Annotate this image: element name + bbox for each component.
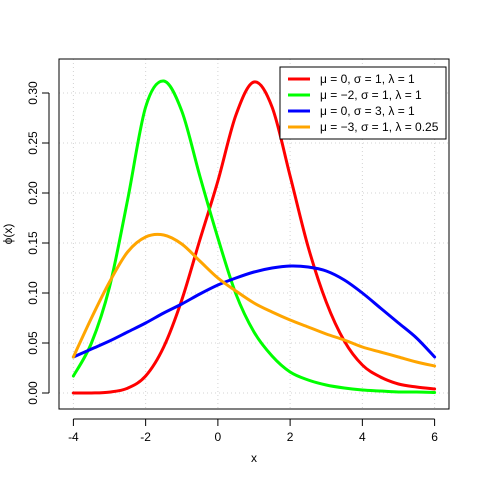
legend-label: μ = 0, σ = 3, λ = 1 — [320, 104, 415, 118]
legend-label: μ = 0, σ = 1, λ = 1 — [320, 72, 415, 86]
legend: μ = 0, σ = 1, λ = 1 μ = −2, σ = 1, λ = 1 μ… — [279, 66, 447, 140]
series-line-1 — [71, 80, 437, 395]
x-tick-label: -4 — [68, 430, 79, 444]
series-line-3 — [71, 264, 437, 359]
plot-frame — [58, 58, 450, 410]
y-tick-label: 0.05 — [26, 331, 40, 355]
y-tick-label: 0.10 — [26, 281, 40, 305]
x-tick-label: 6 — [431, 430, 438, 444]
legend-label: μ = −2, σ = 1, λ = 1 — [320, 88, 422, 102]
grid-lines — [59, 59, 449, 409]
series-line-4 — [71, 232, 437, 368]
legend-label: μ = −3, σ = 1, λ = 0.25 — [320, 120, 439, 134]
y-tick-label: 0.00 — [26, 381, 40, 405]
y-axis: 0.00 0.05 0.10 0.15 0.20 0.25 0.30 — [26, 81, 50, 405]
series-line-2 — [71, 79, 437, 394]
y-tick-label: 0.30 — [26, 81, 40, 105]
x-tick-label: 0 — [215, 430, 222, 444]
y-tick-label: 0.20 — [26, 181, 40, 205]
series-lines — [71, 79, 437, 395]
x-tick-label: -2 — [140, 430, 151, 444]
x-tick-label: 4 — [359, 430, 366, 444]
x-tick-label: 2 — [287, 430, 294, 444]
y-tick-label: 0.25 — [26, 131, 40, 155]
y-tick-label: 0.15 — [26, 231, 40, 255]
x-axis-title: x — [251, 451, 257, 465]
y-axis-title: ϕ(x) — [1, 224, 15, 245]
x-axis: -4 -2 0 2 4 6 — [68, 418, 438, 444]
